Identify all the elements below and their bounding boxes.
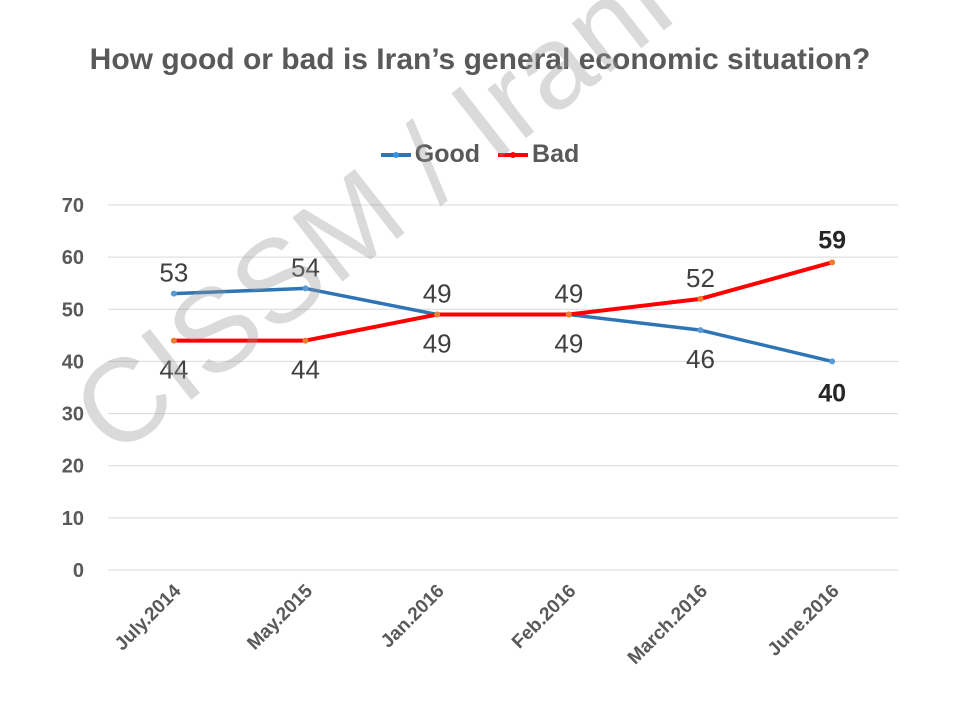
- chart-title: How good or bad is Iran’s general econom…: [89, 43, 871, 76]
- x-tick-label: May.2015: [243, 580, 317, 654]
- data-label-bad: 44: [159, 355, 188, 385]
- y-tick-label: 10: [62, 508, 84, 530]
- legend-label-bad: Bad: [532, 140, 580, 168]
- y-tick-label: 20: [62, 456, 84, 478]
- data-label-bad: 59: [818, 226, 846, 254]
- data-label-good: 54: [291, 252, 320, 282]
- data-label-good: 46: [686, 344, 715, 374]
- y-tick-label: 50: [62, 299, 84, 321]
- data-label-bad: 49: [554, 279, 583, 309]
- data-point-good: [829, 358, 836, 365]
- data-point-good: [302, 285, 309, 292]
- data-label-good: 49: [423, 329, 452, 359]
- series-line-good: [172, 286, 834, 364]
- data-label-bad: 44: [291, 355, 320, 385]
- data-point-good: [170, 290, 177, 297]
- data-label-bad: 49: [423, 279, 452, 309]
- legend-swatch-bad: [498, 152, 529, 157]
- x-tick-label: July.2014: [111, 580, 186, 655]
- data-point-bad: [697, 295, 704, 302]
- data-point-bad: [302, 337, 309, 344]
- data-point-bad: [565, 311, 572, 318]
- x-tick-label: Jan.2016: [377, 581, 449, 653]
- data-point-bad: [829, 259, 836, 266]
- x-tick-label: March.2016: [624, 581, 712, 669]
- data-point-good: [697, 327, 704, 334]
- data-point-bad: [170, 337, 177, 344]
- data-label-good: 40: [818, 379, 846, 407]
- series-line-bad: [171, 260, 835, 343]
- y-tick-label: 40: [62, 351, 84, 373]
- y-tick-label: 60: [62, 247, 84, 269]
- legend-item-bad: Bad: [498, 140, 579, 169]
- data-point-bad: [434, 311, 441, 318]
- legend-item-good: Good: [380, 140, 481, 169]
- y-tick-label: 0: [73, 560, 84, 582]
- x-tick-label: Feb.2016: [508, 581, 580, 653]
- data-label-bad: 52: [686, 263, 715, 293]
- legend: Good Bad: [0, 140, 960, 169]
- legend-swatch-good: [380, 152, 411, 157]
- y-tick-label: 30: [62, 404, 84, 426]
- x-tick-label: June.2016: [764, 581, 844, 661]
- data-label-good: 53: [159, 258, 188, 288]
- legend-label-good: Good: [414, 140, 481, 168]
- y-tick-label: 70: [62, 195, 84, 217]
- data-label-good: 49: [554, 329, 583, 359]
